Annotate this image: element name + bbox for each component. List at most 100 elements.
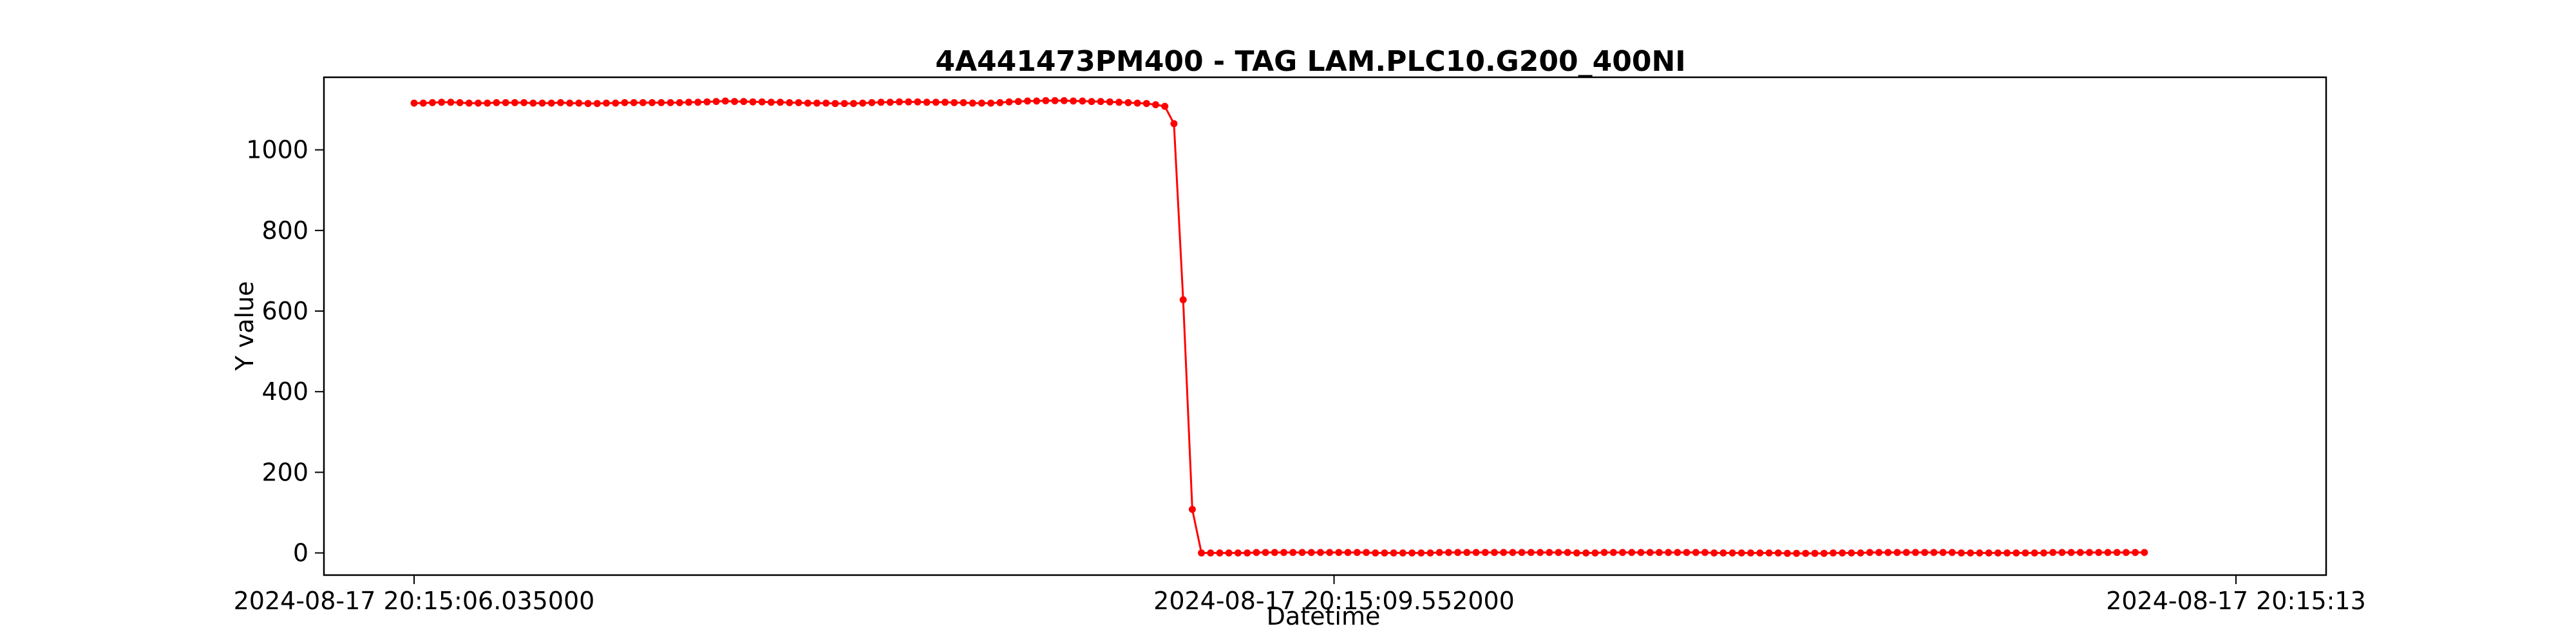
data-point — [840, 100, 848, 108]
data-point — [1244, 549, 1251, 557]
data-point — [1958, 549, 1965, 557]
data-point — [2104, 549, 2112, 556]
data-point — [1884, 549, 1892, 556]
y-tick-label: 400 — [261, 377, 308, 406]
data-point — [1454, 549, 1462, 556]
x-tick-label: 2024-08-17 20:15:06.035000 — [234, 587, 595, 615]
data-point — [639, 99, 647, 106]
data-point — [2012, 549, 2020, 557]
data-point — [2003, 549, 2011, 557]
y-tick-label: 800 — [261, 216, 308, 245]
y-tick-label: 600 — [261, 297, 308, 325]
data-point — [1692, 549, 1700, 556]
y-axis-label: Y value — [231, 281, 259, 371]
data-point — [758, 98, 766, 106]
data-point — [1088, 98, 1095, 106]
y-tick-label: 0 — [293, 539, 308, 567]
data-point — [2086, 549, 2093, 556]
data-point — [566, 99, 574, 107]
data-point — [1115, 99, 1123, 106]
data-point — [1280, 549, 1287, 556]
data-point — [1179, 296, 1187, 303]
data-point — [1655, 549, 1663, 556]
data-point — [1518, 549, 1526, 556]
data-point — [804, 99, 811, 107]
data-point — [676, 99, 683, 106]
data-point — [831, 100, 839, 108]
data-point — [649, 99, 656, 106]
data-point — [2132, 549, 2139, 556]
data-point — [1225, 549, 1233, 557]
data-point — [1902, 549, 1910, 556]
data-point — [951, 99, 958, 106]
x-tick-label: 2024-08-17 20:15:13 — [2106, 587, 2366, 615]
data-point — [1839, 549, 1846, 557]
data-point — [1665, 549, 1672, 556]
data-point — [1701, 549, 1709, 556]
data-point — [1911, 549, 1919, 556]
data-point — [1344, 549, 1352, 556]
data-point — [1811, 549, 1819, 557]
data-point — [1546, 549, 1553, 556]
data-point — [1014, 98, 1022, 106]
data-point — [1070, 97, 1077, 105]
chart-title: 4A441473PM400 - TAG LAM.PLC10.G200_400NI — [935, 45, 1686, 78]
data-point — [1573, 549, 1580, 557]
data-point — [1353, 549, 1361, 556]
x-axis-label: Datetime — [1267, 602, 1381, 630]
data-point — [1170, 120, 1178, 128]
data-point — [740, 98, 748, 106]
data-point — [932, 99, 940, 106]
data-point — [1481, 549, 1489, 556]
data-point — [1372, 549, 1379, 557]
data-point — [493, 99, 500, 106]
data-point — [1802, 549, 1810, 557]
data-point — [465, 99, 473, 107]
data-point — [2067, 549, 2075, 556]
data-point — [1783, 549, 1791, 557]
data-point — [1188, 506, 1196, 513]
data-point — [1444, 549, 1452, 556]
data-point — [795, 99, 802, 106]
data-point — [2141, 549, 2148, 556]
data-point — [447, 99, 455, 106]
data-point — [1316, 549, 1324, 556]
data-point — [1234, 549, 1242, 557]
data-point — [1463, 549, 1471, 556]
data-point — [868, 99, 876, 106]
data-point — [667, 99, 674, 106]
data-point — [777, 99, 784, 106]
data-point — [438, 99, 446, 106]
data-point — [1435, 549, 1443, 556]
series-markers — [410, 97, 2148, 557]
data-point — [603, 99, 610, 107]
data-point — [1738, 549, 1745, 557]
data-point — [1326, 549, 1334, 556]
data-point — [520, 99, 528, 106]
data-point — [1390, 549, 1397, 557]
data-point — [712, 98, 720, 106]
data-point — [1335, 549, 1343, 556]
data-point — [1939, 549, 1947, 556]
data-point — [2049, 549, 2057, 556]
data-point — [456, 99, 464, 106]
data-point — [1289, 549, 1297, 556]
data-point — [1051, 97, 1059, 104]
data-point — [1005, 98, 1013, 106]
data-point — [1591, 549, 1599, 557]
data-point — [822, 99, 830, 107]
data-point — [685, 99, 692, 106]
y-tick-label: 200 — [261, 458, 308, 486]
data-point — [1426, 549, 1434, 557]
data-point — [1537, 549, 1544, 556]
data-point — [969, 99, 976, 107]
data-point — [877, 99, 885, 106]
data-point — [428, 99, 436, 106]
data-point — [575, 99, 583, 107]
data-point — [2031, 549, 2038, 557]
y-axis: 0 200 400 600 800 1000 — [246, 136, 324, 567]
data-point — [1683, 549, 1690, 556]
data-point — [1976, 549, 1984, 557]
data-point — [1307, 549, 1315, 556]
